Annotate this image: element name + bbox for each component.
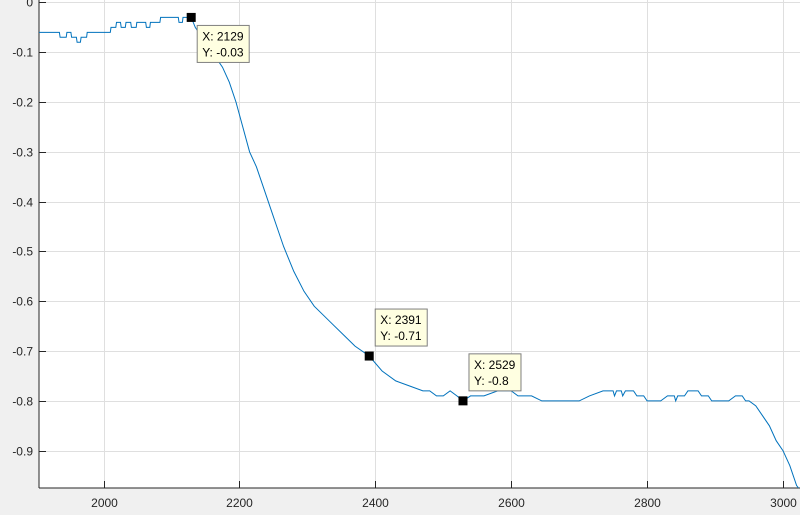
datatip-y-text: Y: -0.03	[202, 45, 244, 59]
y-tick-label: -0.8	[12, 395, 33, 409]
x-tick-label: 2600	[498, 496, 525, 510]
datatip[interactable]: X: 2391 Y: -0.71	[364, 308, 428, 361]
axes	[38, 0, 800, 489]
x-ticks: 2000 2200 2400 2600 2800 3000	[91, 481, 797, 510]
y-tick-label: -0.5	[12, 245, 33, 259]
x-tick-label: 2000	[91, 496, 118, 510]
datatip[interactable]: X: 2529 Y: -0.8	[458, 353, 522, 406]
datatip-x-text: X: 2391	[380, 313, 422, 327]
datatip-box	[196, 24, 250, 63]
y-tick-label: -0.9	[12, 445, 33, 459]
datatip-x-text: X: 2529	[474, 358, 516, 372]
datatip-box	[374, 308, 428, 347]
datatip-marker[interactable]	[364, 351, 374, 361]
x-tick-label: 2800	[634, 496, 661, 510]
series-line	[39, 16, 799, 489]
datatip-box	[468, 353, 522, 392]
y-tick-label: 0	[26, 0, 33, 10]
datatip-x-text: X: 2129	[202, 29, 244, 43]
plot-area	[39, 0, 800, 488]
datatip-y-text: Y: -0.71	[380, 329, 422, 343]
y-tick-label: -0.6	[12, 295, 33, 309]
datatip-y-text: Y: -0.8	[474, 374, 509, 388]
datatip-marker[interactable]	[458, 396, 468, 406]
y-tick-label: -0.7	[12, 345, 33, 359]
y-tick-label: -0.4	[12, 196, 33, 210]
grid-lines	[39, 0, 800, 488]
y-tick-label: -0.3	[12, 146, 33, 160]
y-tick-label: -0.2	[12, 96, 33, 110]
y-ticks: 0 -0.1 -0.2 -0.3 -0.4 -0.5 -0.6 -0.7 -0.8 -0.9	[12, 0, 46, 459]
y-tick-label: -0.1	[12, 46, 33, 60]
x-tick-label: 3000	[770, 496, 797, 510]
datatips-group[interactable]: X: 2129 Y: -0.03 X: 2391 Y: -0.71 X: 2529 Y: …	[186, 12, 522, 406]
datatip[interactable]: X: 2129 Y: -0.03	[186, 12, 250, 63]
series-group	[39, 16, 799, 489]
x-tick-label: 2400	[362, 496, 389, 510]
datatip-marker[interactable]	[186, 12, 196, 22]
x-tick-label: 2200	[226, 496, 253, 510]
